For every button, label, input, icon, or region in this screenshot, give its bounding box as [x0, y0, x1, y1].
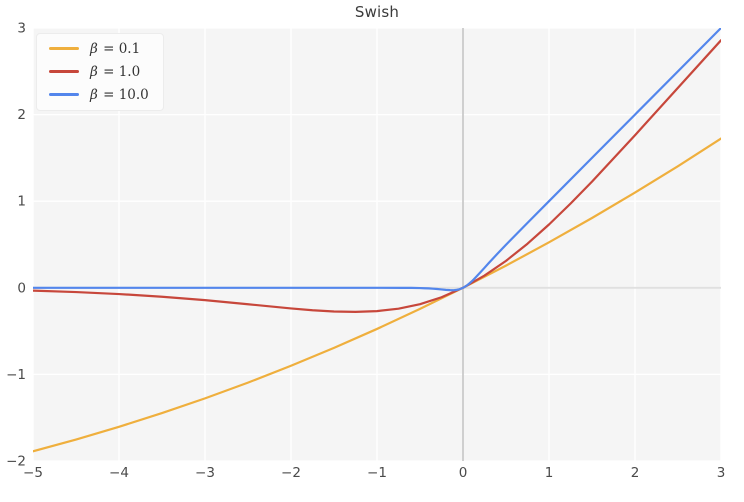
x-tick-label: −4 — [109, 465, 129, 481]
x-tick-label: −1 — [367, 465, 387, 481]
legend-label: β = 1.0 — [90, 63, 141, 80]
legend-line-swatch — [49, 47, 79, 50]
x-tick-label: −5 — [23, 465, 43, 481]
series-line-0 — [33, 137, 721, 453]
y-tick-label: 3 — [17, 21, 26, 37]
y-tick-label: −1 — [6, 367, 26, 383]
y-tick-label: 1 — [17, 194, 26, 210]
x-tick-label: 3 — [717, 465, 726, 481]
x-tick-label: −2 — [281, 465, 301, 481]
legend-line-swatch — [49, 70, 79, 73]
series-line-1 — [33, 39, 721, 313]
series-line-2 — [33, 28, 721, 292]
legend-item: β = 10.0 — [49, 86, 149, 103]
legend: β = 0.1 β = 1.0 β = 10.0 — [36, 33, 164, 111]
x-tick-label: 1 — [545, 465, 554, 481]
x-tick-label: 2 — [631, 465, 640, 481]
y-tick-label: −2 — [6, 454, 26, 470]
x-tick-label: 0 — [459, 465, 468, 481]
x-tick-label: −3 — [195, 465, 215, 481]
y-tick-label: 0 — [17, 280, 26, 296]
legend-item: β = 1.0 — [49, 63, 149, 80]
chart-title: Swish — [354, 3, 400, 21]
legend-line-swatch — [49, 93, 79, 96]
y-tick-label: 2 — [17, 107, 26, 123]
legend-label: β = 10.0 — [90, 86, 149, 103]
legend-item: β = 0.1 — [49, 40, 149, 57]
legend-label: β = 0.1 — [90, 40, 141, 57]
